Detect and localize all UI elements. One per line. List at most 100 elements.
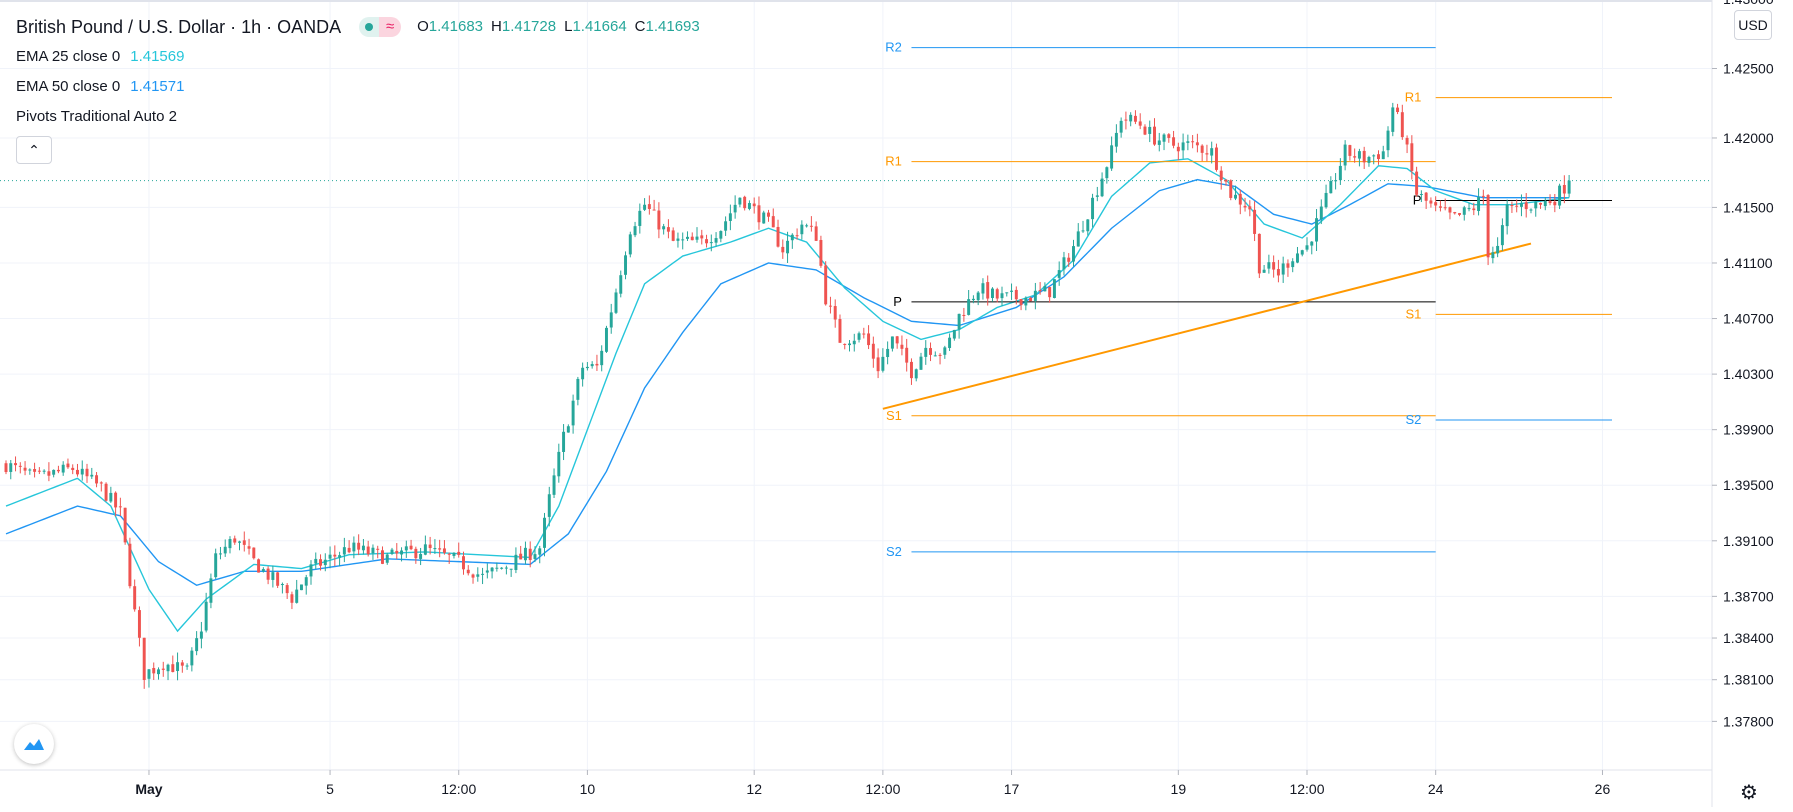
candle-body — [347, 547, 351, 553]
candle-body — [1048, 287, 1052, 298]
candle-body — [1462, 207, 1466, 215]
pivot-levels: R2R1PS1S2R2R1PS1S2 — [885, 40, 1612, 559]
candle-body — [1434, 202, 1438, 206]
candle-body — [1548, 201, 1552, 204]
candle-body — [1381, 151, 1385, 160]
candle-body — [1515, 205, 1519, 207]
indicator-row-pivots[interactable]: Pivots Traditional Auto 2 — [16, 102, 708, 132]
candle-body — [85, 468, 89, 477]
candle-body — [1157, 140, 1161, 145]
candle-body — [871, 343, 875, 359]
candle-body — [223, 546, 227, 554]
candle-body — [1300, 250, 1304, 255]
candle-body — [614, 292, 618, 313]
candle-body — [833, 306, 837, 320]
candle-body — [752, 203, 756, 207]
y-tick-label: 1.38400 — [1723, 630, 1774, 646]
candle-body — [1415, 171, 1419, 195]
candle-body — [1486, 195, 1490, 258]
candle-body — [843, 343, 847, 345]
candle-body — [1372, 155, 1376, 157]
candle-body — [1219, 170, 1223, 181]
candle-body — [1348, 145, 1352, 156]
candle-body — [514, 554, 518, 571]
collapse-legend-button[interactable]: ⌃ — [16, 136, 52, 164]
candle-body — [948, 337, 952, 348]
candle-body — [647, 204, 651, 209]
candle-body — [624, 255, 628, 275]
candle-body — [4, 463, 8, 473]
candle-body — [995, 289, 999, 299]
candle-body — [552, 475, 556, 495]
candle-body — [628, 234, 632, 255]
candle-body — [1419, 193, 1423, 195]
x-tick-label: 5 — [326, 781, 334, 797]
pivot-label-p: P — [1413, 192, 1422, 207]
candle-body — [295, 589, 299, 603]
x-tick-label: 24 — [1428, 781, 1444, 797]
candle-body — [1396, 107, 1400, 113]
candle-body — [180, 662, 184, 666]
candle-body — [543, 517, 546, 548]
y-tick-label: 1.37800 — [1723, 713, 1774, 729]
candle-body — [76, 469, 79, 475]
candle-body — [104, 483, 108, 501]
candle-body — [195, 638, 199, 652]
symbol-title[interactable]: British Pound / U.S. Dollar · 1h · OANDA — [16, 17, 342, 37]
candle-body — [481, 573, 485, 575]
candles — [4, 102, 1571, 689]
candle-body — [890, 336, 894, 349]
candle-body — [1105, 167, 1109, 179]
candle-body — [1257, 233, 1261, 274]
candle-body — [314, 558, 318, 564]
gear-icon[interactable]: ⚙ — [1740, 782, 1758, 804]
candle-body — [233, 538, 237, 543]
candle-body — [1496, 245, 1500, 254]
candle-body — [218, 553, 222, 555]
candle-body — [848, 343, 851, 346]
candle-body — [523, 547, 527, 561]
y-tick-label: 1.41100 — [1723, 255, 1773, 271]
candle-body — [857, 333, 861, 340]
low-value: 1.41664 — [572, 18, 627, 35]
data-delay-icon: ≈ — [379, 17, 402, 37]
tradingview-logo[interactable] — [14, 724, 54, 764]
candle-body — [666, 227, 670, 232]
indicator-row-ema25[interactable]: EMA 25 close 0 1.41569 — [16, 42, 708, 72]
candle-body — [52, 469, 56, 475]
candle-body — [504, 567, 508, 569]
candle-body — [1338, 165, 1342, 181]
candle-body — [1295, 253, 1299, 263]
ascending-trendline[interactable] — [882, 242, 1532, 410]
candle-body — [1234, 194, 1237, 199]
candle-body — [952, 329, 956, 339]
candle-body — [442, 548, 446, 553]
candle-body — [1043, 285, 1047, 292]
candle-body — [1291, 261, 1295, 268]
candle-body — [462, 556, 465, 570]
candle-body — [142, 637, 146, 680]
candle-body — [118, 506, 122, 508]
candle-body — [1286, 263, 1290, 268]
indicator-row-ema50[interactable]: EMA 50 close 0 1.41571 — [16, 72, 708, 102]
close-value: 1.41693 — [645, 18, 700, 35]
candle-body — [1477, 197, 1481, 212]
pivot-label-r1: R1 — [1405, 90, 1422, 105]
candle-body — [738, 197, 742, 205]
x-tick-label: 19 — [1171, 781, 1187, 797]
candle-body — [176, 662, 180, 672]
candle-body — [1224, 179, 1228, 182]
candle-body — [276, 572, 280, 586]
candle-body — [1567, 180, 1571, 194]
candle-body — [452, 552, 456, 556]
candle-body — [767, 212, 770, 217]
market-status-pill[interactable]: ≈ — [359, 17, 402, 37]
candle-body — [1253, 209, 1257, 234]
candle-body — [957, 313, 961, 330]
currency-button[interactable]: USD — [1734, 10, 1772, 40]
candle-body — [166, 664, 170, 672]
candle-body — [652, 209, 656, 211]
candle-body — [1091, 197, 1095, 220]
